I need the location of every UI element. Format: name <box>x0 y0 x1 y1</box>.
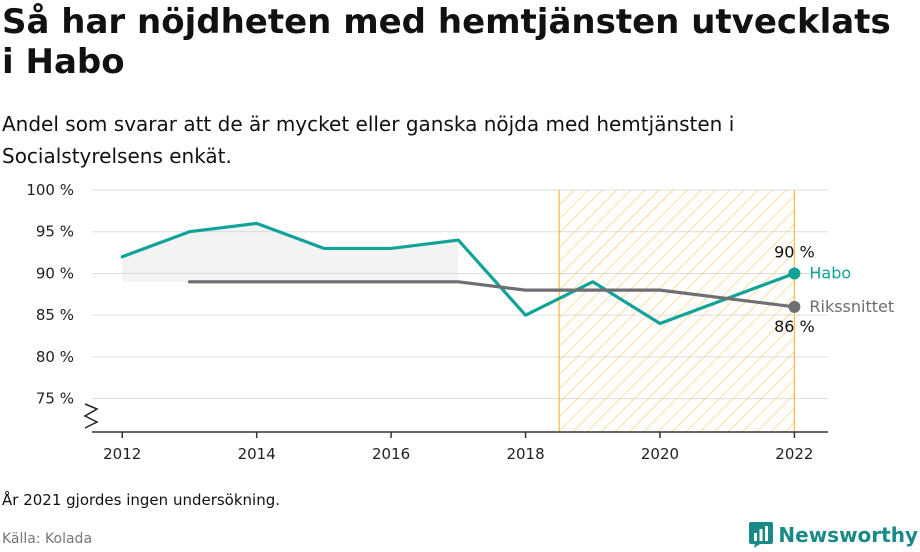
series-label-habo: Habo <box>809 263 851 282</box>
axis-break-mark <box>83 403 99 429</box>
difference-area <box>122 223 459 282</box>
series-line-habo <box>120 221 796 326</box>
chart-title: Så har nöjdheten med hemtjänsten utveckl… <box>2 2 891 82</box>
footnote: År 2021 gjordes ingen undersökning. <box>2 491 281 509</box>
end-value-label-rikssnittet: 86 % <box>774 317 815 336</box>
line-chart: 75 % 80 % 85 % 90 % 95 % 100 % 2012 2014 2016 201… <box>26 181 894 463</box>
y-tick-label: 80 % <box>36 348 74 366</box>
highlight-area <box>559 190 795 432</box>
x-tick-label: 2020 <box>641 445 679 463</box>
y-tick-label: 90 % <box>36 264 74 282</box>
y-tick-label: 85 % <box>36 306 74 324</box>
chart-subtitle: Andel som svarar att de är mycket eller … <box>2 112 735 168</box>
series-line-rikssnittet <box>187 280 796 309</box>
x-tick-label: 2022 <box>775 445 813 463</box>
y-tick-label: 75 % <box>36 390 74 408</box>
x-tick-label: 2018 <box>506 445 544 463</box>
newsworthy-logo: Newsworthy <box>748 520 918 550</box>
x-tick-label: 2016 <box>372 445 410 463</box>
end-point-rikssnittet <box>788 300 801 313</box>
x-tick-label: 2012 <box>103 445 141 463</box>
x-tick-label: 2014 <box>238 445 276 463</box>
y-tick-label: 95 % <box>36 223 74 241</box>
chart-bubble-icon <box>749 522 774 548</box>
y-tick-label: 100 % <box>26 181 74 199</box>
series-label-rikssnittet: Rikssnittet <box>809 297 894 316</box>
end-value-label-habo: 90 % <box>774 242 815 261</box>
brand-name: Newsworthy <box>778 523 918 547</box>
end-point-habo <box>788 267 801 280</box>
source-label: Källa: Kolada <box>2 531 93 547</box>
